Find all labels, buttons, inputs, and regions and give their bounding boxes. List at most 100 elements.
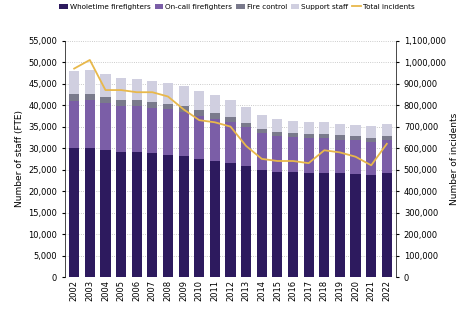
Bar xyxy=(366,138,376,142)
Total incidents xyxy=(72,67,77,70)
Bar xyxy=(273,172,283,277)
Total incidents xyxy=(337,150,343,154)
Bar xyxy=(241,123,251,127)
Bar xyxy=(382,136,392,139)
Bar xyxy=(163,109,173,155)
Line: Total incidents: Total incidents xyxy=(74,60,387,165)
Bar xyxy=(319,173,329,277)
Bar xyxy=(69,94,79,101)
Bar xyxy=(132,106,142,152)
Total incidents xyxy=(118,88,124,92)
Bar xyxy=(179,86,189,106)
Bar xyxy=(366,142,376,175)
Bar xyxy=(100,103,110,150)
Bar xyxy=(132,100,142,106)
Bar xyxy=(132,152,142,277)
Total incidents xyxy=(212,120,218,124)
Bar xyxy=(100,74,110,97)
Total incidents xyxy=(321,149,327,152)
Bar xyxy=(382,139,392,173)
Legend: Wholetime firefighters, On-call firefighters, Fire control, Support staff, Total: Wholetime firefighters, On-call firefigh… xyxy=(59,3,415,10)
Bar xyxy=(288,137,298,172)
Total incidents xyxy=(102,88,108,92)
Bar xyxy=(69,148,79,277)
Bar xyxy=(335,139,345,173)
Total incidents xyxy=(196,118,202,122)
Total incidents xyxy=(306,161,311,165)
Bar xyxy=(273,132,283,136)
Bar xyxy=(303,134,314,138)
Total incidents xyxy=(165,94,171,98)
Bar xyxy=(69,101,79,148)
Bar xyxy=(210,113,220,119)
Bar xyxy=(210,161,220,277)
Bar xyxy=(288,121,298,133)
Bar xyxy=(85,70,95,94)
Total incidents xyxy=(259,157,264,161)
Bar xyxy=(382,125,392,136)
Bar xyxy=(132,79,142,100)
Bar xyxy=(194,116,204,159)
Total incidents xyxy=(149,90,155,94)
Total incidents xyxy=(384,142,390,146)
Bar xyxy=(163,155,173,277)
Bar xyxy=(147,102,157,108)
Total incidents xyxy=(290,159,296,163)
Bar xyxy=(226,117,236,122)
Total incidents xyxy=(353,155,358,159)
Bar xyxy=(303,138,314,173)
Bar xyxy=(350,125,361,136)
Bar xyxy=(147,81,157,102)
Bar xyxy=(303,122,314,134)
Bar xyxy=(116,106,126,152)
Bar xyxy=(257,129,267,133)
Bar xyxy=(226,100,236,117)
Y-axis label: Number of incidents: Number of incidents xyxy=(450,113,459,205)
Bar xyxy=(163,104,173,109)
Y-axis label: Number of staff (FTE): Number of staff (FTE) xyxy=(15,110,24,207)
Bar xyxy=(241,166,251,277)
Bar xyxy=(226,122,236,163)
Bar xyxy=(210,119,220,161)
Bar xyxy=(100,97,110,103)
Bar xyxy=(147,108,157,153)
Bar xyxy=(350,174,361,277)
Bar xyxy=(335,173,345,277)
Bar xyxy=(335,136,345,139)
Bar xyxy=(85,148,95,277)
Bar xyxy=(366,126,376,138)
Bar xyxy=(366,175,376,277)
Bar xyxy=(350,140,361,174)
Bar xyxy=(319,123,329,134)
Bar xyxy=(350,136,361,140)
Bar xyxy=(85,94,95,100)
Bar xyxy=(85,100,95,148)
Bar xyxy=(179,106,189,112)
Bar xyxy=(210,95,220,113)
Bar xyxy=(241,107,251,123)
Bar xyxy=(319,138,329,173)
Total incidents xyxy=(228,125,233,129)
Bar xyxy=(303,173,314,277)
Bar xyxy=(194,91,204,110)
Bar xyxy=(273,136,283,172)
Bar xyxy=(147,153,157,277)
Total incidents xyxy=(87,58,92,62)
Bar xyxy=(179,112,189,156)
Bar xyxy=(257,170,267,277)
Total incidents xyxy=(243,144,249,148)
Bar xyxy=(241,127,251,166)
Bar xyxy=(69,71,79,94)
Total incidents xyxy=(368,163,374,167)
Bar xyxy=(335,124,345,136)
Bar xyxy=(194,110,204,116)
Bar xyxy=(163,83,173,104)
Total incidents xyxy=(134,90,139,94)
Bar xyxy=(288,172,298,277)
Bar xyxy=(382,173,392,277)
Bar xyxy=(319,134,329,138)
Total incidents xyxy=(181,107,186,111)
Bar xyxy=(179,156,189,277)
Bar xyxy=(100,150,110,277)
Bar xyxy=(273,119,283,132)
